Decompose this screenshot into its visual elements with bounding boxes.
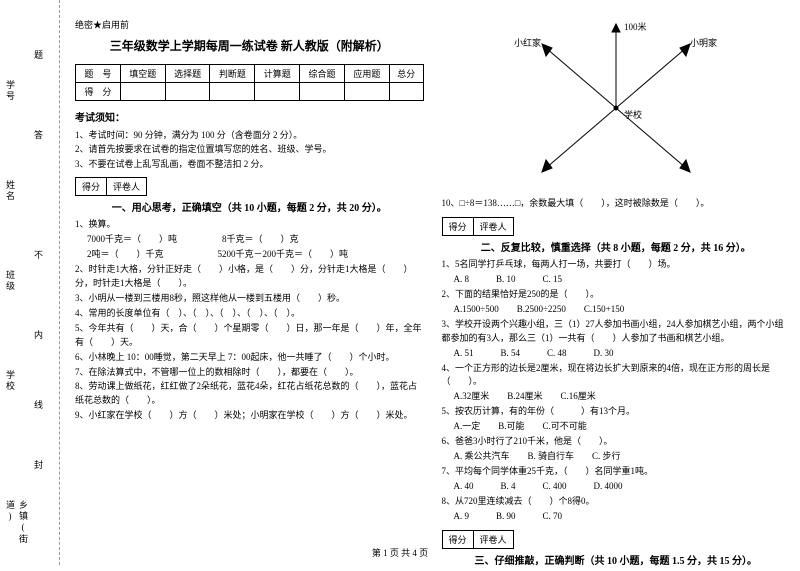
bind-label-school: 学校 — [4, 370, 17, 392]
score-cell[interactable] — [389, 83, 423, 101]
bind-label-id: 学号 — [4, 80, 17, 102]
binding-margin: 乡镇(街道) 学校 班级 姓名 学号 封 线 内 不 答 题 — [0, 0, 60, 565]
notice-item: 2、请首先按要求在试卷的指定位置填写您的姓名、班级、学号。 — [75, 142, 424, 156]
score-col: 判断题 — [210, 65, 255, 83]
section-score-box-2: 得分 评卷人 — [442, 217, 791, 236]
score-col: 综合题 — [300, 65, 345, 83]
section2-title: 二、反复比较，慎重选择（共 8 小题，每题 2 分，共 16 分）。 — [442, 239, 791, 254]
score-col: 总分 — [389, 65, 423, 83]
seal-mark: 内 — [32, 330, 45, 341]
s2q3: 3、学校开设两个兴趣小组，三（1）27人参加书画小组，24人参加棋艺小组，两个小… — [442, 318, 791, 346]
s2q2-opts: A.1500÷500 B.2500÷2250 C.150+150 — [442, 303, 791, 317]
section2-questions: 1、5名同学打乒乓球，每两人打一场，共要打（ ）场。 A. 8 B. 10 C.… — [442, 258, 791, 524]
score-value-row: 得 分 — [76, 83, 424, 101]
score-cell-label: 得分 — [75, 177, 106, 196]
q4: 4、常用的长度单位有（ ）、（ ）、（ ）、（ ）、（ ）。 — [75, 307, 424, 321]
q1-lead: 1、换算。 — [75, 218, 424, 232]
q1-line: 2吨＝（ ）千克 5200千克－200千克＝（ ）吨 — [75, 248, 424, 262]
section1-questions: 1、换算。 7000千克＝（ ）吨 8千克＝（ ）克 2吨＝（ ）千克 5200… — [75, 218, 424, 423]
score-col: 选择题 — [165, 65, 210, 83]
notice-list: 1、考试时间：90 分钟，满分为 100 分（含卷面分 2 分）。 2、请首先按… — [75, 128, 424, 171]
q8: 8、劳动课上做纸花，红红做了2朵纸花，蓝花4朵，红花占纸花总数的（ ），蓝花占纸… — [75, 380, 424, 408]
diagram-center-label: 学校 — [624, 109, 642, 120]
q7: 7、在除法算式中，不管哪一位上的数相除时（ ），都要在（ ）。 — [75, 366, 424, 380]
page-footer: 第 1 页 共 4 页 — [0, 546, 800, 559]
seal-mark: 答 — [32, 130, 45, 141]
notice-item: 1、考试时间：90 分钟，满分为 100 分（含卷面分 2 分）。 — [75, 128, 424, 142]
binding-labels: 乡镇(街道) 学校 班级 姓名 学号 封 线 内 不 答 题 — [4, 0, 54, 565]
score-cell[interactable] — [165, 83, 210, 101]
s2q2: 2、下面的结果恰好是250的是（ ）。 — [442, 288, 791, 302]
right-column: 100米 小明家 小红家 学校 10、□÷8＝138……□，余数最大填（ ），这… — [442, 18, 791, 571]
s2q5-opts: A.一定 B.可能 C.可不可能 — [442, 420, 791, 434]
grader-cell-label: 评卷人 — [473, 217, 514, 236]
q3: 3、小明从一楼到三楼用8秒，照这样他从一楼到五楼用（ ）秒。 — [75, 292, 424, 306]
q5: 5、今年共有（ ）天，合（ ）个星期零（ ）日，那一年是（ ）年，全年有（ ）天… — [75, 322, 424, 350]
score-col: 应用题 — [344, 65, 389, 83]
s2q1-opts: A. 8 B. 10 C. 15 — [442, 273, 791, 287]
score-col: 填空题 — [120, 65, 165, 83]
diagram-svg: 100米 小明家 小红家 学校 — [476, 18, 756, 188]
diagram-ne-label: 小明家 — [690, 37, 717, 48]
q10: 10、□÷8＝138……□，余数最大填（ ），这时被除数是（ ）。 — [442, 197, 791, 211]
diagram-nw-label: 小红家 — [514, 37, 541, 48]
q10-block: 10、□÷8＝138……□，余数最大填（ ），这时被除数是（ ）。 — [442, 197, 791, 211]
q2: 2、时针走1大格，分针正好走（ ）小格，是（ ）分，分针走1大格是（ ）分，时针… — [75, 263, 424, 291]
seal-mark: 线 — [32, 400, 45, 411]
score-label: 得 分 — [76, 83, 121, 101]
exam-title: 三年级数学上学期每周一练试卷 新人教版（附解析） — [75, 37, 424, 54]
s2q7-opts: A. 40 B. 4 C. 400 D. 4000 — [442, 480, 791, 494]
score-cell[interactable] — [344, 83, 389, 101]
section-score-box: 得分 评卷人 — [75, 177, 424, 196]
bind-label-name: 姓名 — [4, 180, 17, 202]
score-header-row: 题 号 填空题 选择题 判断题 计算题 综合题 应用题 总分 — [76, 65, 424, 83]
grader-cell-label: 评卷人 — [106, 177, 147, 196]
score-col: 计算题 — [255, 65, 300, 83]
s2q5: 5、按农历计算，有的年份（ ）有13个月。 — [442, 405, 791, 419]
score-cell-label: 得分 — [442, 217, 473, 236]
left-column: 绝密★启用前 三年级数学上学期每周一练试卷 新人教版（附解析） 题 号 填空题 … — [75, 18, 424, 571]
score-cell[interactable] — [210, 83, 255, 101]
page-body: 绝密★启用前 三年级数学上学期每周一练试卷 新人教版（附解析） 题 号 填空题 … — [65, 0, 800, 571]
score-col: 题 号 — [76, 65, 121, 83]
section1-title: 一、用心思考，正确填空（共 10 小题，每题 2 分，共 20 分）。 — [75, 199, 424, 214]
s2q6: 6、爸爸3小时行了210千米，他是（ ）。 — [442, 435, 791, 449]
seal-mark: 不 — [32, 250, 45, 261]
s2q1: 1、5名同学打乒乓球，每两人打一场，共要打（ ）场。 — [442, 258, 791, 272]
score-table: 题 号 填空题 选择题 判断题 计算题 综合题 应用题 总分 得 分 — [75, 64, 424, 101]
s2q7: 7、平均每个同学体重25千克，（ ）名同学重1吨。 — [442, 465, 791, 479]
s2q3-opts: A. 51 B. 54 C. 48 D. 30 — [442, 347, 791, 361]
notice-item: 3、不要在试卷上乱写乱画，卷面不整洁扣 2 分。 — [75, 157, 424, 171]
s2q4-opts: A.32厘米 B.24厘米 C.16厘米 — [442, 390, 791, 404]
s2q4: 4、一个正方形的边长是2厘米，现在将边长扩大到原来的4倍，现在正方形的周长是（ … — [442, 362, 791, 390]
q6: 6、小林晚上 10：00睡觉，第二天早上 7：00起床，他一共睡了（ ）个小时。 — [75, 351, 424, 365]
score-cell[interactable] — [120, 83, 165, 101]
s2q8: 8、从720里连续减去（ ）个8得0。 — [442, 495, 791, 509]
s2q8-opts: A. 9 B. 90 C. 70 — [442, 510, 791, 524]
bind-label-class: 班级 — [4, 270, 17, 292]
diagram-north-label: 100米 — [624, 21, 647, 32]
seal-mark: 题 — [32, 50, 45, 61]
q1-line: 7000千克＝（ ）吨 8千克＝（ ）克 — [75, 233, 424, 247]
score-cell[interactable] — [300, 83, 345, 101]
seal-mark: 封 — [32, 460, 45, 471]
direction-diagram: 100米 小明家 小红家 学校 — [442, 18, 791, 191]
score-cell[interactable] — [255, 83, 300, 101]
secret-label: 绝密★启用前 — [75, 18, 424, 31]
notice-title: 考试须知： — [75, 109, 424, 124]
q9: 9、小红家在学校（ ）方（ ）米处；小明家在学校（ ）方（ ）米处。 — [75, 409, 424, 423]
s2q6-opts: A. 乘公共汽车 B. 骑自行车 C. 步行 — [442, 450, 791, 464]
